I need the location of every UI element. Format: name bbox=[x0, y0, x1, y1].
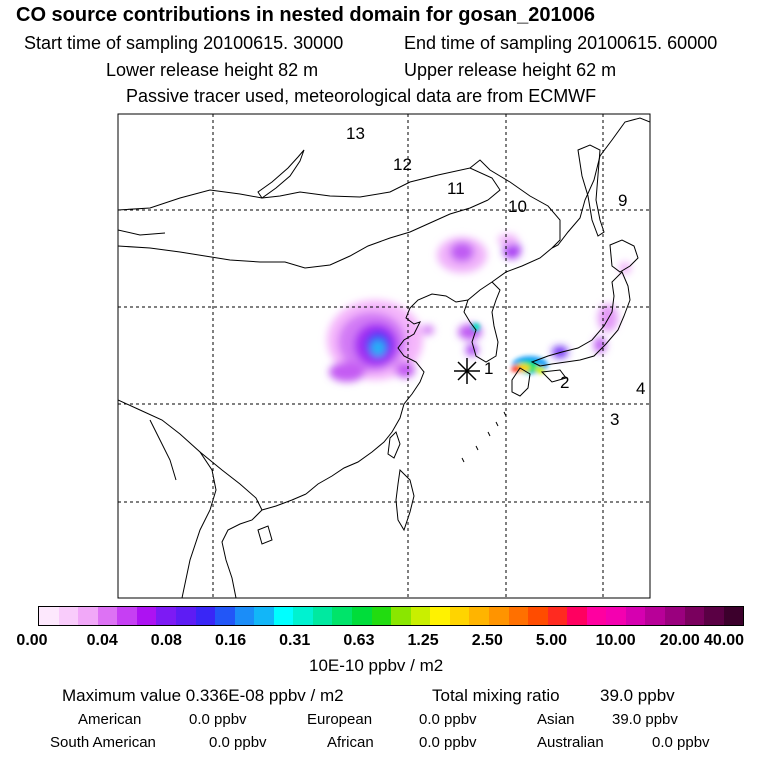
region-label-10: 10 bbox=[508, 197, 527, 216]
colorbar-cell bbox=[508, 607, 529, 625]
colorbar-tick-label: 40.00 bbox=[703, 632, 745, 649]
colorbar-cell bbox=[312, 607, 333, 625]
colorbar-tick-label: 0.08 bbox=[150, 632, 182, 649]
end-time-label: End time of sampling 20100615. 60000 bbox=[404, 33, 718, 53]
receptor-asterisk-icon bbox=[454, 358, 480, 384]
lat-lon-grid bbox=[118, 114, 650, 598]
colorbar-cell bbox=[469, 607, 489, 625]
total-mixing-label: Total mixing ratio bbox=[432, 686, 560, 705]
south-american-label: South American bbox=[50, 734, 156, 751]
australian-value: 0.0 ppbv bbox=[652, 734, 710, 751]
colorbar-cell bbox=[625, 607, 646, 625]
colorbar-cell bbox=[175, 607, 196, 625]
map-title: CO source contributions in nested domain… bbox=[16, 4, 596, 26]
colorbar-cell bbox=[528, 607, 548, 625]
asian-value: 39.0 ppbv bbox=[612, 711, 678, 728]
colorbar-cell bbox=[117, 607, 137, 625]
colorbar-cell bbox=[684, 607, 705, 625]
colorbar-tick-label: 0.16 bbox=[214, 632, 247, 649]
lower-release-height-label: Lower release height 82 m bbox=[106, 60, 319, 80]
region-label-11: 11 bbox=[447, 179, 465, 198]
region-label-3: 3 bbox=[610, 410, 619, 429]
colorbar-cell bbox=[58, 607, 79, 625]
european-value: 0.0 ppbv bbox=[419, 711, 477, 728]
colorbar-cell bbox=[273, 607, 294, 625]
colorbar-cell bbox=[39, 607, 59, 625]
colorbar-cell bbox=[430, 607, 450, 625]
colorbar-unit: 10E-10 ppbv / m2 bbox=[309, 656, 444, 675]
colorbar-tick-label: 20.00 bbox=[659, 632, 700, 649]
map-frame bbox=[117, 113, 651, 599]
colorbar-cell bbox=[332, 607, 352, 625]
colorbar-cell bbox=[723, 607, 744, 625]
colorbar-cell bbox=[352, 607, 372, 625]
american-value: 0.0 ppbv bbox=[189, 711, 247, 728]
european-label: European bbox=[307, 711, 373, 728]
colorbar-cell bbox=[449, 607, 470, 625]
colorbar-cell bbox=[371, 607, 392, 625]
colorbar-cell bbox=[136, 607, 157, 625]
american-label: American bbox=[78, 711, 142, 728]
colorbar-cell bbox=[156, 607, 176, 625]
concentration-plume bbox=[327, 234, 631, 382]
colorbar-cell bbox=[293, 607, 313, 625]
african-label: African bbox=[327, 734, 374, 751]
high-concentration-core bbox=[472, 323, 548, 374]
colorbar-tick-label: 1.25 bbox=[407, 632, 439, 649]
region-label-2: 2 bbox=[560, 373, 569, 392]
colorbar-cell bbox=[97, 607, 118, 625]
colorbar-cell bbox=[215, 607, 235, 625]
south-american-value: 0.0 ppbv bbox=[209, 734, 267, 751]
max-value-label: Maximum value 0.336E-08 ppbv / m2 bbox=[62, 686, 344, 705]
colorbar-cell bbox=[391, 607, 411, 625]
region-label-12: 12 bbox=[393, 155, 412, 174]
australian-label: Australian bbox=[537, 734, 604, 751]
colorbar-cell bbox=[488, 607, 509, 625]
colorbar-cell bbox=[234, 607, 255, 625]
tracer-note: Passive tracer used, meteorological data… bbox=[126, 86, 597, 106]
colorbar-tick-label: 2.50 bbox=[471, 632, 503, 649]
colorbar-cell bbox=[547, 607, 568, 625]
region-label-9: 9 bbox=[618, 191, 627, 210]
colorbar-tick-label: 0.31 bbox=[279, 632, 311, 649]
colorbar-cell bbox=[645, 607, 665, 625]
colorbar-cell bbox=[254, 607, 274, 625]
start-time-label: Start time of sampling 20100615. 30000 bbox=[24, 33, 344, 53]
colorbar-tick-label: 0.04 bbox=[86, 632, 118, 649]
colorbar-tick-label: 10.00 bbox=[595, 632, 636, 649]
colorbar-cell bbox=[410, 607, 431, 625]
coastlines bbox=[118, 117, 650, 598]
region-label-4: 4 bbox=[636, 379, 645, 398]
colorbar-tick-label: 0.63 bbox=[343, 632, 375, 649]
african-value: 0.0 ppbv bbox=[419, 734, 477, 751]
colorbar-cell bbox=[567, 607, 587, 625]
colorbar-cell bbox=[704, 607, 724, 625]
upper-release-height-label: Upper release height 62 m bbox=[404, 60, 617, 80]
map-panel: 1 2 3 4 9 10 11 12 13 bbox=[117, 113, 651, 599]
colorbar-cell bbox=[78, 607, 98, 625]
colorbar bbox=[38, 606, 744, 626]
region-label-13: 13 bbox=[346, 124, 365, 143]
total-mixing-value: 39.0 ppbv bbox=[600, 686, 675, 705]
asian-label: Asian bbox=[537, 711, 575, 728]
colorbar-cell bbox=[606, 607, 626, 625]
colorbar-cell bbox=[665, 607, 685, 625]
colorbar-tick-label: 5.00 bbox=[535, 632, 568, 649]
region-label-1: 1 bbox=[484, 359, 493, 378]
colorbar-cell bbox=[586, 607, 607, 625]
colorbar-cell bbox=[195, 607, 216, 625]
colorbar-tick-label: 0.00 bbox=[16, 632, 48, 649]
